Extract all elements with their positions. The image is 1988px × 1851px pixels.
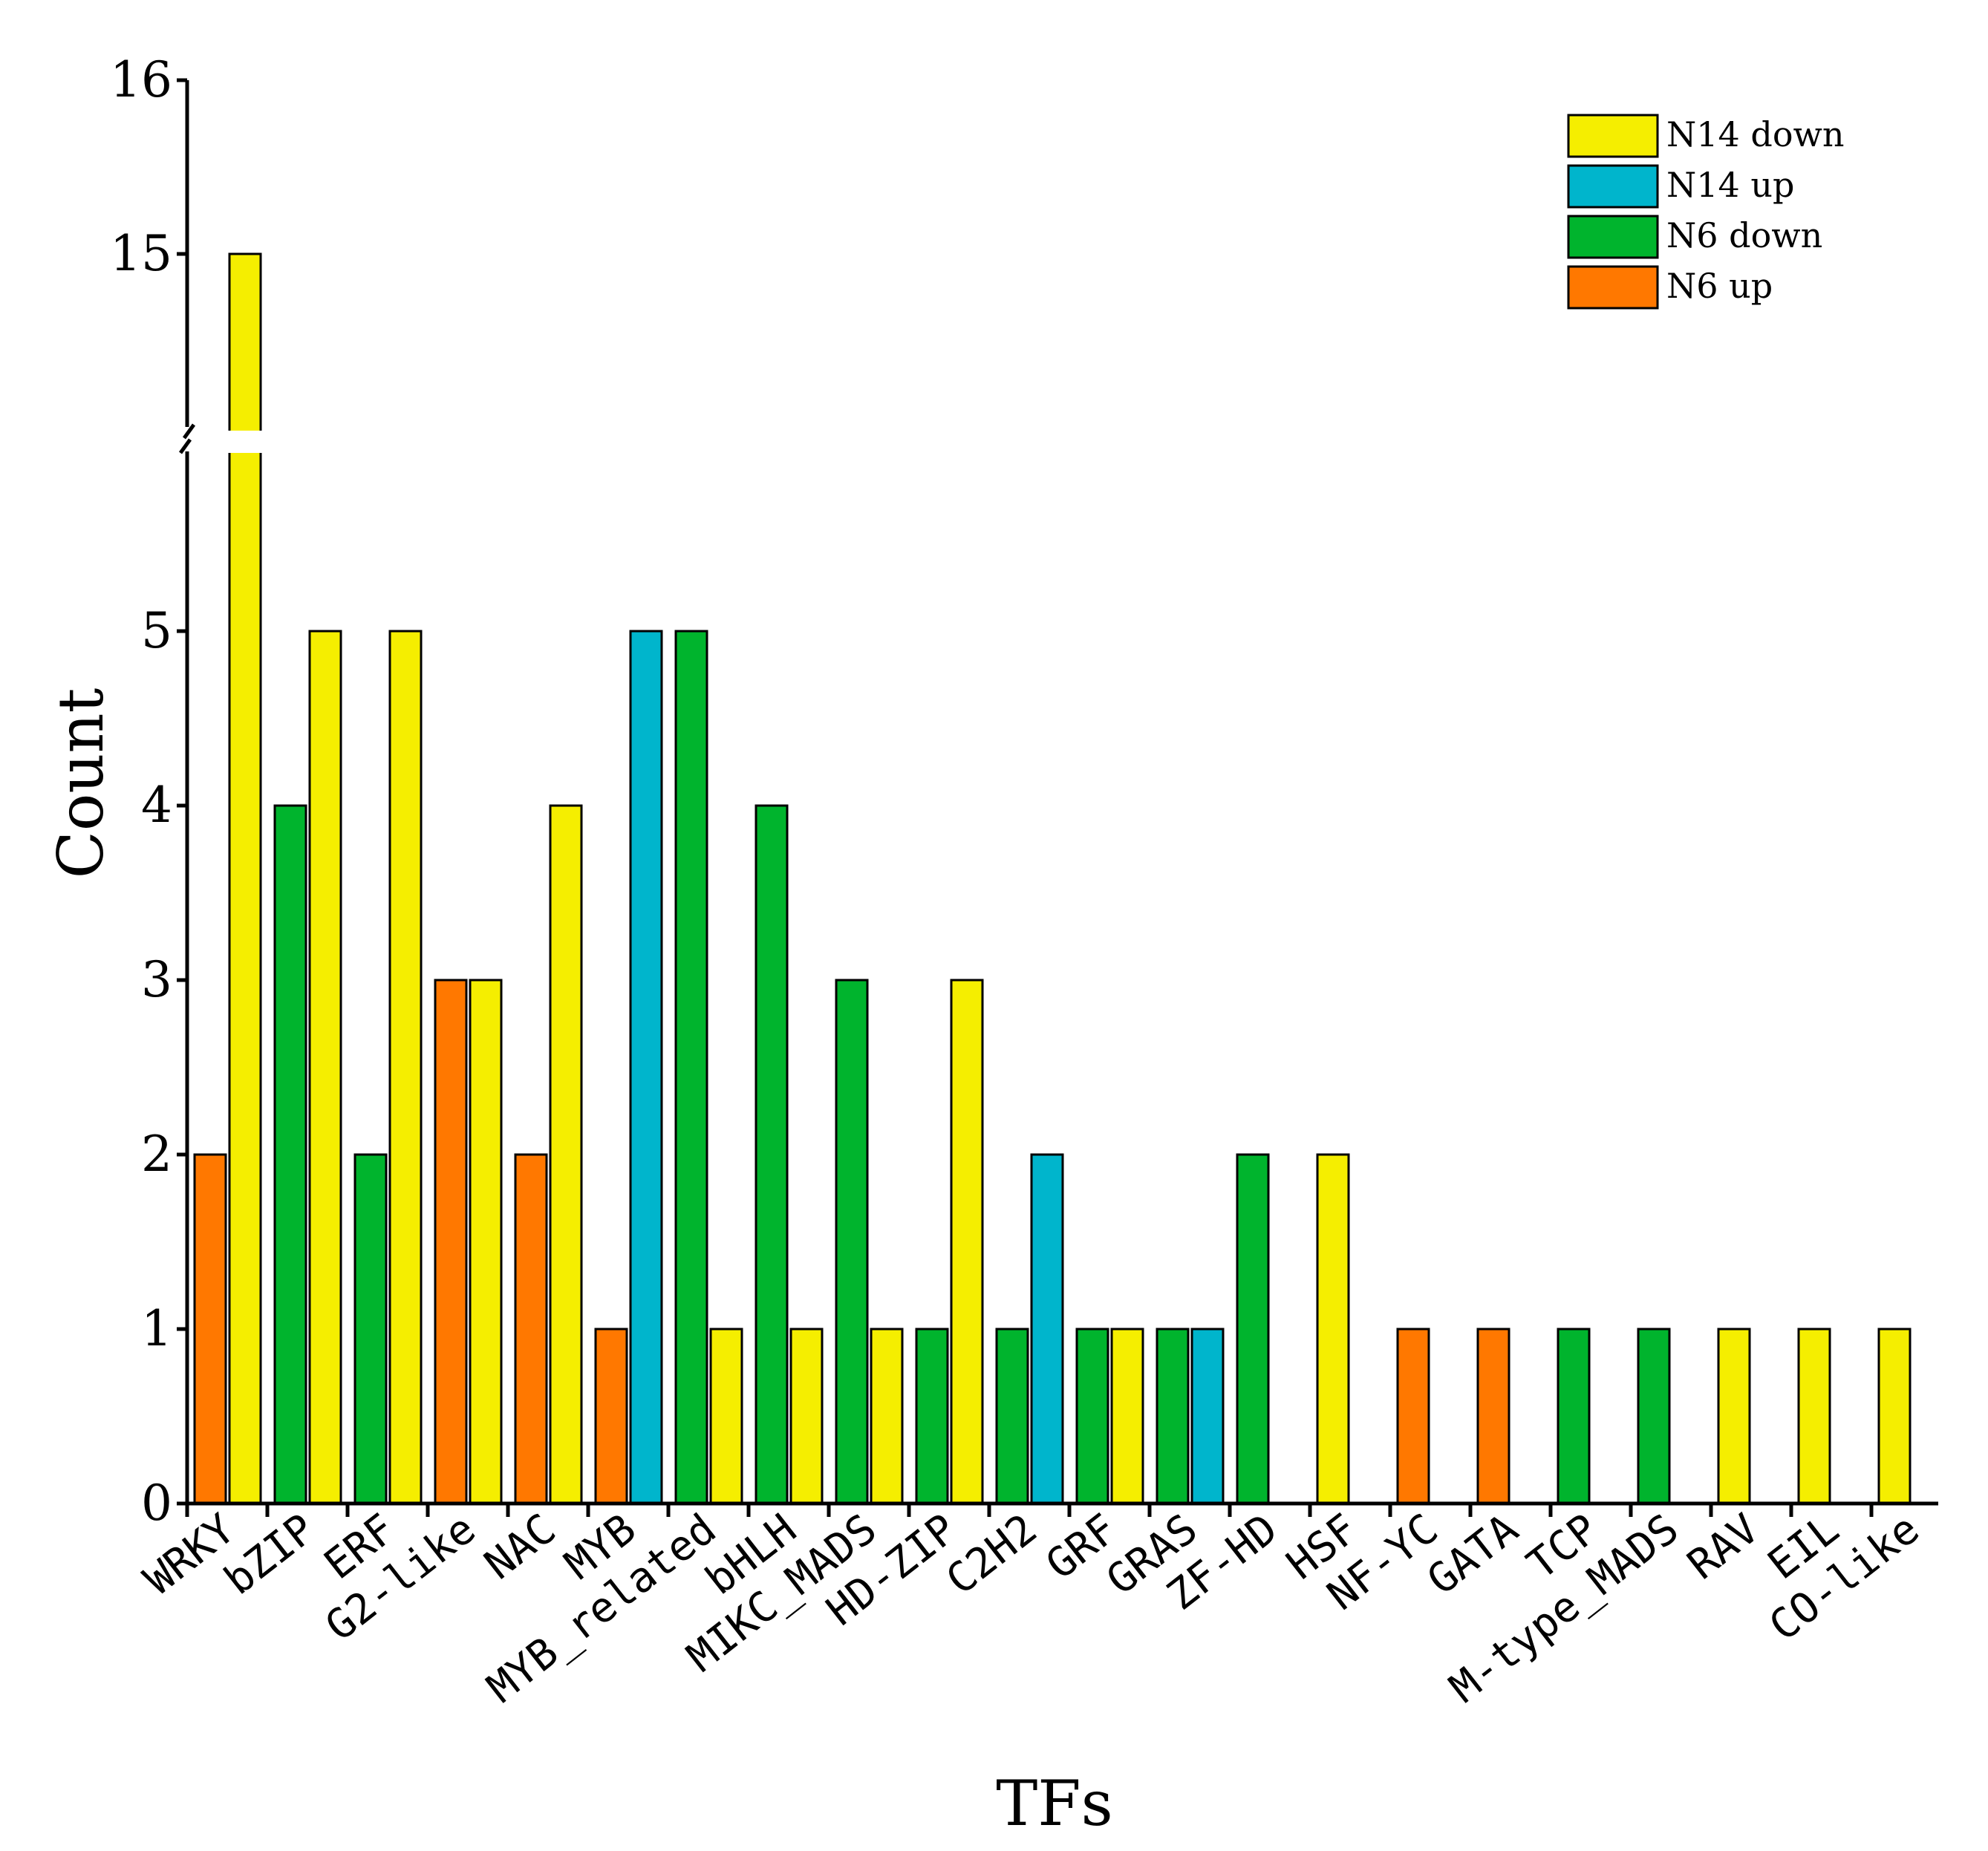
y-tick-label: 1 [141,1300,172,1357]
bar-rav-n14-down [1717,1328,1751,1505]
y-axis-break-mark [178,438,192,454]
bar-c2h2-n14-up [1030,1153,1064,1505]
bar-erf-n14-down [388,630,423,1505]
legend-swatch-n14-up [1567,164,1659,209]
bar-grf-n14-down [1110,1328,1144,1505]
x-axis-title: TFs [996,1767,1112,1840]
bar-hsf-n14-down [1316,1153,1350,1505]
y-axis-title: Count [45,688,117,878]
x-tick-labels-layer: WRKYbZIPERFG2-likeNACMYBMYB_relatedbHLHM… [135,1505,1928,1713]
legend-swatch-n6-down [1567,215,1659,259]
bars-layer [193,252,1912,1505]
bar-zf-hd-n6-down [1236,1153,1270,1505]
bar-wrky-n6-up [193,1153,227,1505]
legend-label: N6 down [1666,215,1822,255]
legend-label: N14 up [1666,165,1794,205]
y-ticks-layer: 0 1 2 3 4 5 15 16 [110,51,187,1532]
bar-myb-related-n6-down [674,630,708,1505]
x-tick-label: C2H2 [937,1505,1046,1604]
bar-grf-n6-down [1075,1328,1109,1505]
bar-eil-n14-down [1797,1328,1831,1505]
bar-nac-n6-up [514,1153,548,1505]
bar-myb-n14-up [629,630,663,1505]
y-tick-label: 16 [110,51,172,108]
bar-bhlh-n6-down [755,804,789,1505]
bar-break-gap [227,431,263,453]
bar-tcp-n6-down [1557,1328,1591,1505]
bar-mikc-mads-n14-down [870,1328,904,1505]
legend-label: N14 down [1666,114,1845,154]
y-tick-label: 15 [110,225,172,282]
bar-gata-n6-up [1476,1328,1510,1505]
y-tick-label: 3 [141,951,172,1008]
y-tick-label: 4 [141,777,172,834]
bar-myb-n6-up [594,1328,628,1505]
bar-bhlh-n14-down [789,1328,824,1505]
x-tick-label: NAC [476,1505,565,1589]
y-tick-label: 0 [141,1475,172,1532]
bar-nf-yc-n6-up [1396,1328,1430,1505]
bar-bzip-n6-down [273,804,307,1505]
bar-hd-zip-n6-down [915,1328,949,1505]
y-tick-label: 5 [141,602,172,659]
bar-gras-n6-down [1156,1328,1190,1505]
bar-co-like-n14-down [1877,1328,1912,1505]
x-tick-label: bZIP [215,1505,324,1604]
bar-gras-n14-up [1190,1328,1225,1505]
bar-m-type-mads-n6-down [1637,1328,1671,1505]
bar-bzip-n14-down [308,630,342,1505]
bar-erf-n6-down [353,1153,388,1505]
legend-label: N6 up [1666,266,1773,306]
y-tick-label: 2 [141,1126,172,1183]
x-tick-label: GATA [1418,1505,1527,1604]
bar-c2h2-n6-down [995,1328,1029,1505]
bar-hd-zip-n14-down [950,979,984,1505]
bar-mikc-mads-n6-down [835,979,869,1505]
bar-wrky-n14-down [228,252,262,1505]
bar-g2-like-n6-up [434,979,468,1505]
bar-nac-n14-down [549,804,583,1505]
x-tick-label: RAV [1679,1505,1768,1589]
bar-g2-like-n14-down [469,979,503,1505]
legend-swatch-n14-down [1567,114,1659,158]
bar-myb-related-n14-down [709,1328,743,1505]
legend-swatch-n6-up [1567,265,1659,310]
y-axis-break-mark [182,423,196,440]
legend: N14 down N14 up N6 down N6 up [1567,114,1845,310]
